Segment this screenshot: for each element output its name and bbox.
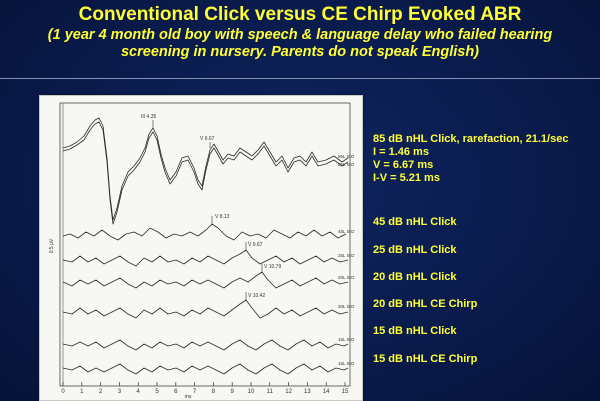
subtitle-line-2: screening in nursery. Parents do not spe… [120, 44, 480, 60]
waveform-45db-click [62, 223, 347, 241]
condition-labels: 85 dB nHL Click, rarefaction, 21.1/sec I… [373, 0, 597, 401]
waveform-85db-b [62, 121, 349, 225]
abr-recording-panel: 0 1 2 3 4 5 6 7 8 9 10 11 12 13 14 15 ms… [39, 95, 363, 401]
tick-label-6: 6 [174, 389, 178, 395]
waveform-85db-a [62, 117, 349, 221]
title-divider [0, 78, 600, 79]
peak-label-v-20: V 10.79 [264, 264, 281, 270]
peak-label-v-20-chirp: V 10.42 [248, 293, 265, 299]
label-85db-line4: I-V = 5.21 ms [373, 172, 440, 184]
axis-ticks-marks [62, 382, 346, 386]
subtitle-line-1: (1 year 4 month old boy with speech & la… [47, 27, 553, 43]
slide-title: Conventional Click versus CE Chirp Evoke… [78, 4, 522, 25]
trace-tag-20-chirp: 20L ISO [338, 304, 355, 309]
label-20db-click: 20 dB nHL Click [373, 271, 457, 283]
waveform-15db-chirp [62, 363, 349, 375]
trace-tag-20-click: 20L ISO [338, 275, 355, 280]
label-85db-line2: I = 1.46 ms [373, 146, 429, 158]
tick-label-5: 5 [155, 389, 159, 395]
peak-label-v-85: V 6.67 [200, 136, 215, 142]
label-85db-line1: 85 dB nHL Click, rarefaction, 21.1/sec [373, 133, 569, 145]
peak-label-iii: III 4.35 [141, 114, 157, 120]
label-15db-chirp: 15 dB nHL CE Chirp [373, 353, 478, 365]
trace-tag-85-b: 85L ISO [338, 162, 355, 167]
tick-label-1: 1 [80, 389, 84, 395]
amplitude-scale-label: 0.5 µV [49, 238, 55, 253]
axis-unit-label: ms [185, 394, 192, 400]
slide-subtitle: (1 year 4 month old boy with speech & la… [0, 27, 600, 61]
trace-tag-25: 25L ISO [338, 253, 355, 258]
trace-tag-85-a: 85L ISO [338, 154, 355, 159]
tick-label-0: 0 [61, 389, 65, 395]
trace-tag-15-chirp: 15L ISO [338, 361, 355, 366]
tick-label-13: 13 [304, 389, 311, 395]
tick-label-10: 10 [248, 389, 255, 395]
tick-label-12: 12 [285, 389, 292, 395]
tick-label-15: 15 [342, 389, 349, 395]
tick-label-9: 9 [231, 389, 235, 395]
tick-label-2: 2 [99, 389, 103, 395]
label-25db-click: 25 dB nHL Click [373, 244, 457, 256]
waveform-25db-click [62, 249, 349, 267]
tick-label-7: 7 [193, 389, 197, 395]
peak-label-v-25: V 9.67 [248, 242, 263, 248]
label-45db-click: 45 dB nHL Click [373, 216, 457, 228]
label-20db-chirp: 20 dB nHL CE Chirp [373, 298, 478, 310]
abr-waveform-plot: 0 1 2 3 4 5 6 7 8 9 10 11 12 13 14 15 ms… [49, 102, 355, 400]
tick-label-11: 11 [267, 389, 274, 395]
tick-label-8: 8 [212, 389, 216, 395]
waveform-15db-click [62, 339, 349, 351]
peak-label-v-45: V 8.13 [215, 214, 230, 220]
trace-tag-45: 45L ISO [338, 229, 355, 234]
plot-frame [59, 102, 351, 387]
waveform-20db-chirp [62, 299, 349, 319]
trace-tag-15-click: 15L ISO [338, 337, 355, 342]
tick-label-3: 3 [118, 389, 122, 395]
waveform-20db-click [62, 271, 349, 289]
label-85db-line3: V = 6.67 ms [373, 159, 434, 171]
label-15db-click: 15 dB nHL Click [373, 325, 457, 337]
tick-label-14: 14 [323, 389, 330, 395]
tick-label-4: 4 [137, 389, 141, 395]
